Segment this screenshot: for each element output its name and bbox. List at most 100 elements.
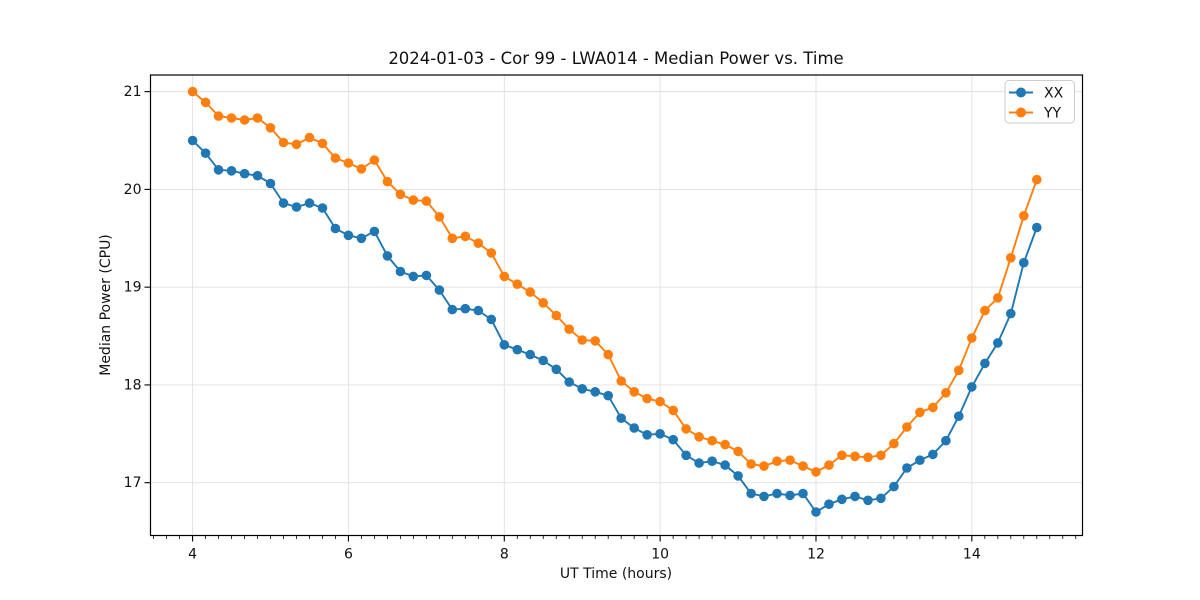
marker-YY <box>213 111 224 121</box>
legend-label-yy: YY <box>1043 105 1062 121</box>
y-tick-label: 17 <box>124 475 142 491</box>
marker-XX <box>928 449 938 460</box>
marker-YY <box>304 132 315 143</box>
marker-YY <box>512 279 523 290</box>
y-tick-label: 18 <box>124 377 142 393</box>
marker-XX <box>785 490 795 501</box>
marker-XX <box>317 203 328 213</box>
marker-XX <box>902 463 912 473</box>
marker-YY <box>863 452 873 463</box>
marker-YY <box>616 376 626 386</box>
marker-YY <box>967 333 977 343</box>
marker-YY <box>239 115 250 125</box>
marker-XX <box>252 170 263 181</box>
marker-YY <box>798 461 808 471</box>
marker-XX <box>967 382 977 392</box>
marker-XX <box>369 226 380 237</box>
marker-YY <box>1019 211 1029 221</box>
marker-XX <box>395 266 406 277</box>
marker-YY <box>1032 174 1042 185</box>
marker-XX <box>486 314 497 325</box>
marker-XX <box>954 411 964 422</box>
marker-YY <box>330 153 341 163</box>
series-line-XX <box>191 139 1038 513</box>
marker-XX <box>850 491 860 502</box>
series-layer <box>187 86 1042 517</box>
legend-box <box>1004 80 1075 124</box>
y-axis-label: Median Power (CPU) <box>98 234 114 376</box>
marker-YY <box>993 293 1003 303</box>
marker-XX <box>811 507 821 517</box>
marker-YY <box>928 402 938 413</box>
tick-layer: 4 6 8 10 12 14 17 18 19 20 21 <box>124 84 1077 563</box>
marker-XX <box>447 304 458 315</box>
marker-XX <box>460 303 471 314</box>
marker-XX <box>759 491 769 502</box>
marker-XX <box>200 148 211 158</box>
marker-YY <box>655 396 665 407</box>
marker-XX <box>187 135 198 146</box>
marker-YY <box>356 164 367 174</box>
marker-XX <box>733 471 743 481</box>
marker-XX <box>603 390 613 401</box>
x-tick-label: 4 <box>188 547 197 563</box>
marker-YY <box>681 424 691 434</box>
marker-YY <box>343 158 354 168</box>
marker-XX <box>980 358 990 369</box>
marker-XX <box>1006 308 1016 319</box>
x-tick-label: 6 <box>344 547 353 563</box>
marker-XX <box>551 364 562 375</box>
marker-YY <box>473 238 484 248</box>
marker-YY <box>954 365 964 376</box>
marker-XX <box>889 481 899 492</box>
marker-XX <box>993 338 1003 348</box>
y-tick-label: 20 <box>124 182 142 198</box>
marker-XX <box>668 434 678 445</box>
marker-XX <box>512 344 523 355</box>
marker-XX <box>278 198 289 208</box>
x-tick-label: 12 <box>807 547 825 563</box>
marker-XX <box>473 305 484 316</box>
marker-YY <box>291 139 302 150</box>
marker-XX <box>1032 222 1042 233</box>
marker-YY <box>707 435 717 446</box>
marker-XX <box>681 450 691 461</box>
marker-YY <box>746 459 756 469</box>
marker-XX <box>239 168 250 179</box>
marker-XX <box>525 349 535 360</box>
marker-XX <box>694 458 704 468</box>
marker-XX <box>382 251 393 261</box>
marker-YY <box>785 455 795 466</box>
marker-YY <box>850 451 860 462</box>
marker-YY <box>837 450 847 461</box>
marker-XX <box>304 198 315 208</box>
marker-YY <box>486 248 497 258</box>
marker-XX <box>408 271 419 282</box>
marker-XX <box>434 285 445 295</box>
series-XX <box>187 135 1042 517</box>
x-tick-label: 8 <box>500 547 509 563</box>
marker-XX <box>629 423 639 433</box>
marker-YY <box>577 335 587 345</box>
marker-YY <box>590 336 600 346</box>
legend-sample-marker-YY <box>1016 107 1026 118</box>
marker-YY <box>889 438 899 449</box>
marker-XX <box>707 456 717 467</box>
marker-YY <box>694 432 704 442</box>
series-YY <box>187 86 1042 477</box>
marker-YY <box>317 138 328 149</box>
marker-YY <box>902 422 912 432</box>
marker-XX <box>824 499 834 510</box>
marker-YY <box>551 310 562 321</box>
legend-sample-marker-XX <box>1016 87 1026 98</box>
marker-XX <box>915 455 925 466</box>
marker-XX <box>330 223 341 234</box>
x-tick-label: 14 <box>963 547 981 563</box>
legend-label-xx: XX <box>1044 85 1064 101</box>
marker-YY <box>564 324 574 335</box>
marker-XX <box>772 488 782 499</box>
marker-YY <box>525 287 535 297</box>
marker-YY <box>980 305 990 316</box>
